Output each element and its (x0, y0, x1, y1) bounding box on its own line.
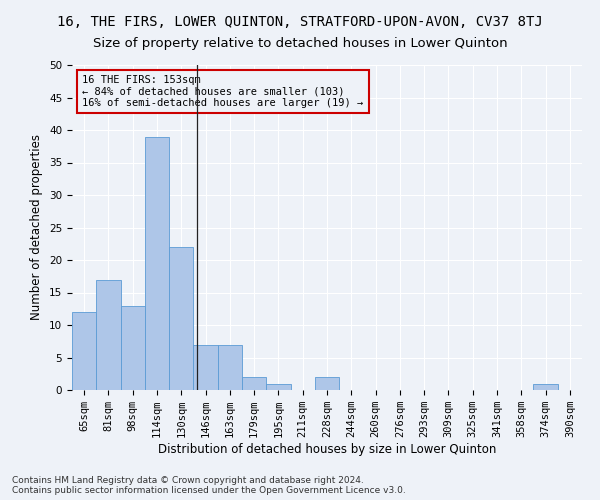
Bar (533, 384, 558, 390)
Bar (72, 312, 96, 390)
Text: 16 THE FIRS: 153sqm
← 84% of detached houses are smaller (103)
16% of semi-detac: 16 THE FIRS: 153sqm ← 84% of detached ho… (82, 74, 364, 108)
Bar (218, 344, 242, 390)
Bar (169, 247, 193, 390)
X-axis label: Distribution of detached houses by size in Lower Quinton: Distribution of detached houses by size … (158, 443, 496, 456)
Text: 16, THE FIRS, LOWER QUINTON, STRATFORD-UPON-AVON, CV37 8TJ: 16, THE FIRS, LOWER QUINTON, STRATFORD-U… (57, 15, 543, 29)
Bar (242, 377, 266, 390)
Bar (96, 280, 121, 390)
Bar (266, 384, 290, 390)
Bar (193, 344, 218, 390)
Bar (121, 306, 145, 390)
Bar (145, 136, 169, 390)
Y-axis label: Number of detached properties: Number of detached properties (31, 134, 43, 320)
Text: Contains HM Land Registry data © Crown copyright and database right 2024.
Contai: Contains HM Land Registry data © Crown c… (12, 476, 406, 495)
Text: Size of property relative to detached houses in Lower Quinton: Size of property relative to detached ho… (92, 38, 508, 51)
Bar (315, 377, 339, 390)
